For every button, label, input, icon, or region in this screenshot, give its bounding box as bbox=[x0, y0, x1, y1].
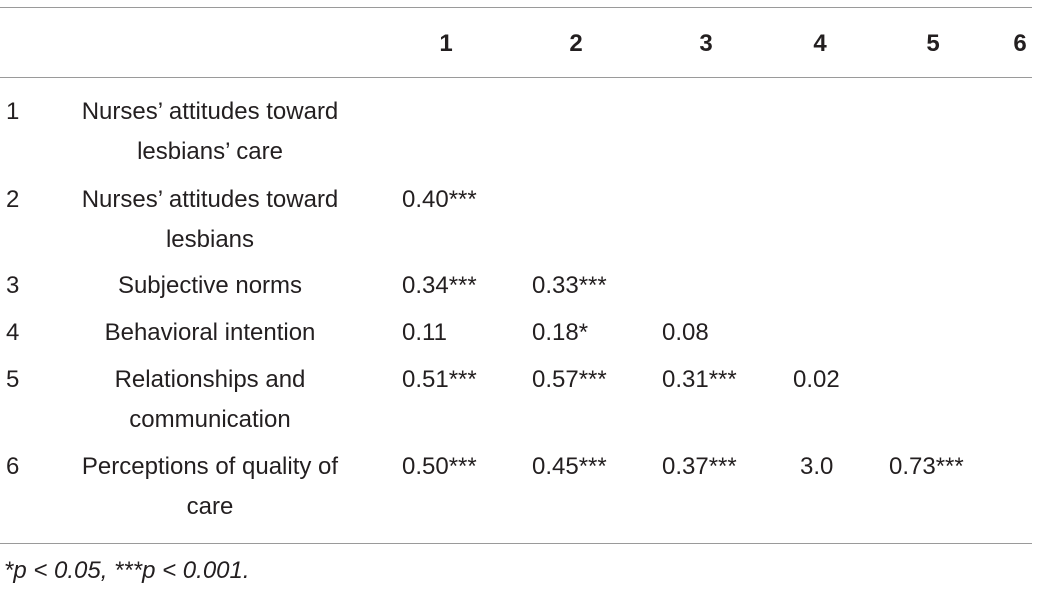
row-index: 4 bbox=[6, 319, 20, 346]
correlation-value: 0.40*** bbox=[402, 186, 477, 213]
row-index: 2 bbox=[6, 186, 20, 213]
variable-name: Nurses’ attitudes toward lesbians bbox=[81, 186, 339, 253]
row-index: 3 bbox=[6, 272, 20, 299]
correlation-value: 0.34*** bbox=[402, 272, 477, 299]
correlation-value: 0.45*** bbox=[532, 453, 607, 480]
variable-name: Perceptions of quality of care bbox=[81, 453, 339, 520]
variable-name: Relationships and communication bbox=[114, 366, 306, 433]
column-header-2: 2 bbox=[569, 30, 583, 57]
correlation-value: 0.02 bbox=[793, 366, 840, 393]
row-index: 6 bbox=[6, 453, 20, 480]
variable-name: Nurses’ attitudes toward lesbians’ care bbox=[81, 98, 339, 165]
column-header-4: 4 bbox=[813, 30, 827, 57]
correlation-value: 0.33*** bbox=[532, 272, 607, 299]
correlation-value: 0.08 bbox=[662, 319, 709, 346]
correlation-value: 0.51*** bbox=[402, 366, 477, 393]
column-header-1: 1 bbox=[439, 30, 453, 57]
correlation-value: 0.73*** bbox=[889, 453, 964, 480]
correlation-value: 0.31*** bbox=[662, 366, 737, 393]
row-index: 1 bbox=[6, 98, 20, 125]
correlation-value: 3.0 bbox=[800, 453, 834, 480]
table-bottom-rule bbox=[0, 543, 1032, 544]
correlation-value: 0.50*** bbox=[402, 453, 477, 480]
table-header-rule bbox=[0, 77, 1032, 78]
column-header-5: 5 bbox=[926, 30, 940, 57]
variable-name: Subjective norms bbox=[117, 272, 303, 299]
correlation-value: 0.57*** bbox=[532, 366, 607, 393]
column-header-6: 6 bbox=[1013, 30, 1027, 57]
table-top-rule bbox=[0, 7, 1032, 8]
row-index: 5 bbox=[6, 366, 20, 393]
correlation-value: 0.18* bbox=[532, 319, 589, 346]
correlation-value: 0.11 bbox=[402, 319, 447, 346]
correlation-value: 0.37*** bbox=[662, 453, 737, 480]
column-header-3: 3 bbox=[699, 30, 713, 57]
table-header-row: 1 2 3 4 5 6 bbox=[0, 28, 1039, 60]
variable-name: Behavioral intention bbox=[104, 319, 316, 346]
table-footnote: *p < 0.05, ***p < 0.001. bbox=[4, 557, 250, 584]
